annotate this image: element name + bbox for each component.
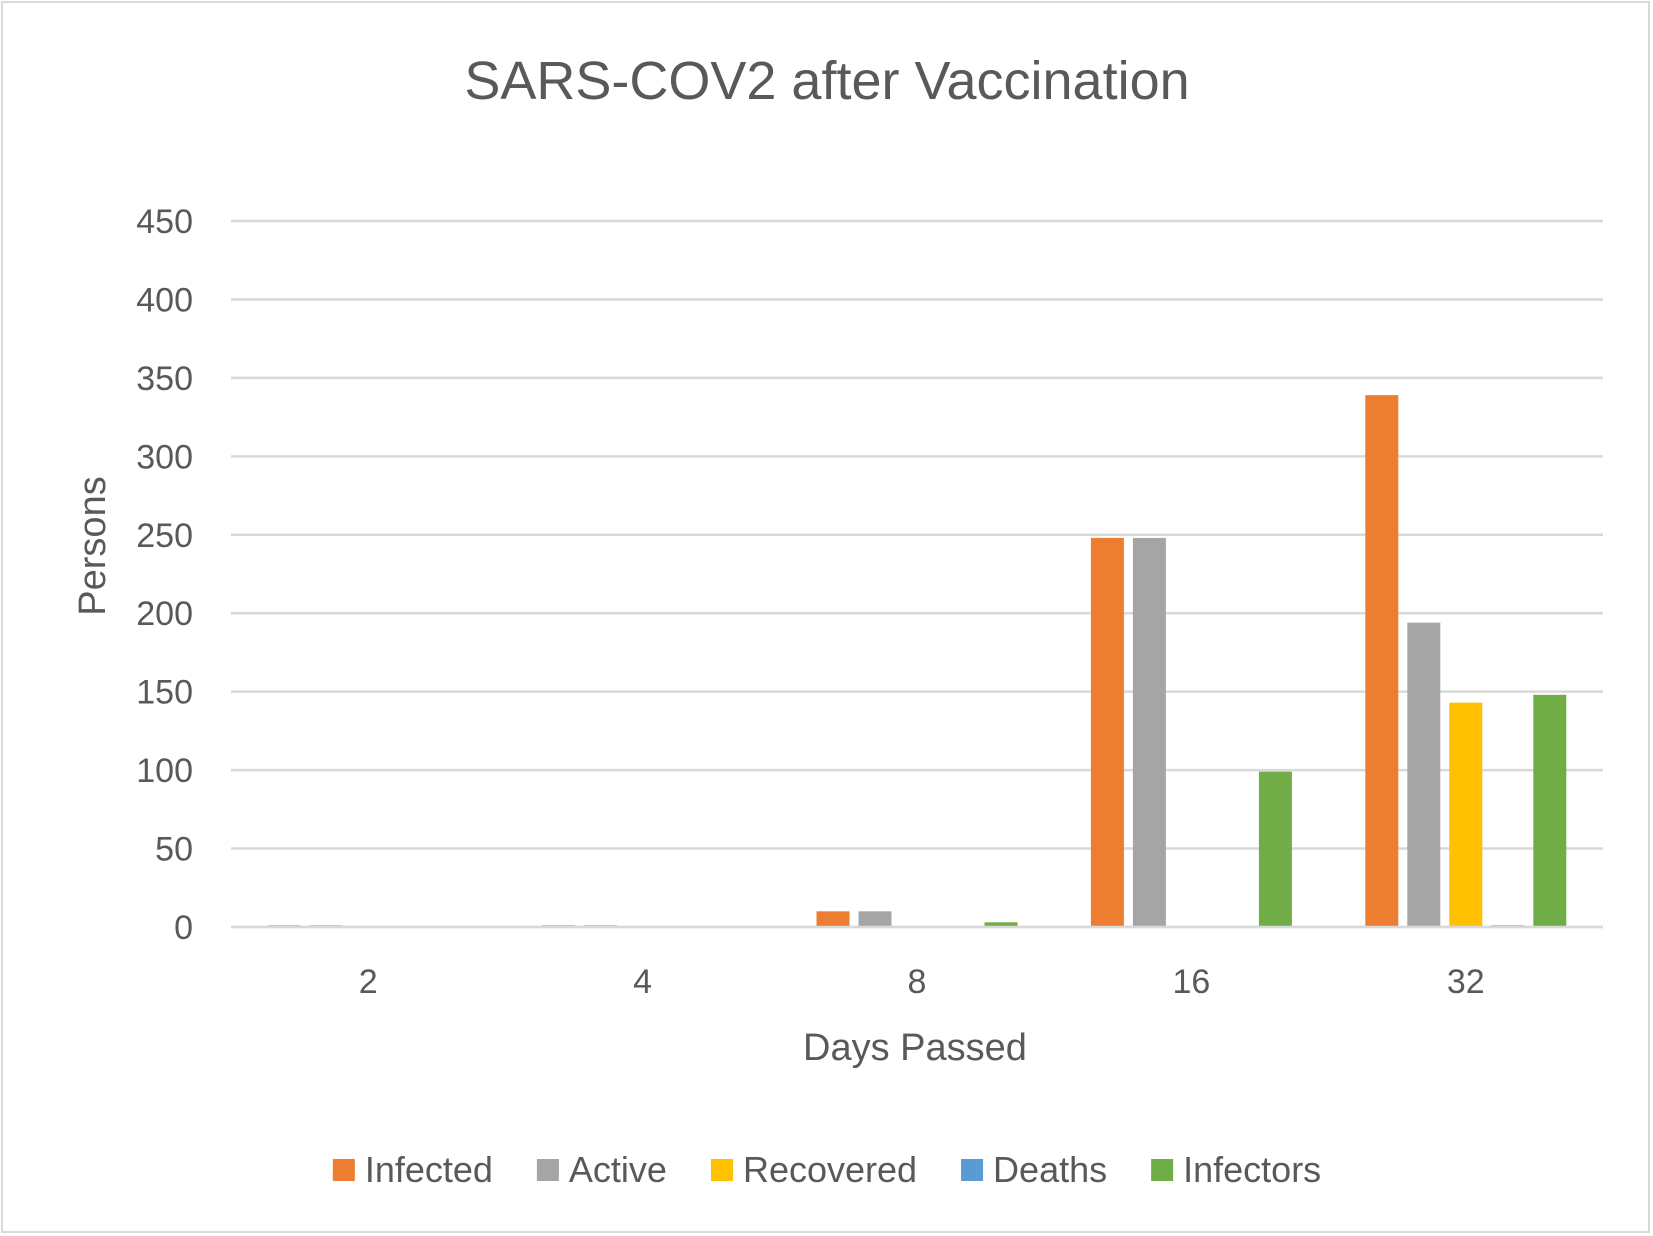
- bar-infected-16: [1090, 537, 1124, 927]
- bar-infected-32: [1365, 395, 1399, 927]
- y-tick-label: 200: [136, 595, 193, 633]
- bar-infectors-16: [1258, 771, 1292, 927]
- legend-swatch: [536, 1159, 559, 1181]
- x-tick-label: 32: [1447, 963, 1485, 1001]
- bar-active-32: [1407, 622, 1441, 927]
- legend-label: Active: [569, 1149, 667, 1190]
- y-tick-label: 0: [174, 909, 193, 947]
- legend-item-active: Active: [536, 1149, 667, 1190]
- x-tick-label: 8: [908, 963, 927, 1001]
- bar-active-8: [858, 911, 892, 927]
- legend-label: Infected: [365, 1149, 493, 1190]
- y-axis-title: Persons: [72, 476, 114, 615]
- legend-item-infected: Infected: [332, 1149, 493, 1190]
- y-tick-label: 50: [155, 831, 193, 869]
- x-tick-label: 16: [1172, 963, 1210, 1001]
- legend-label: Deaths: [993, 1149, 1107, 1190]
- y-axis-tick-labels: 0 50 100 150 200 250 300 350 400 450: [136, 203, 193, 947]
- legend-item-deaths: Deaths: [961, 1149, 1107, 1190]
- y-tick-label: 400: [136, 281, 193, 319]
- legend-swatch: [961, 1159, 984, 1181]
- bar-active-16: [1132, 537, 1166, 927]
- legend-swatch: [332, 1159, 355, 1181]
- chart: SARS-COV2 after Vaccination 0 50 100 150 200…: [72, 51, 1603, 1190]
- bar-infectors-8: [984, 922, 1018, 927]
- bar-infected-8: [816, 911, 850, 927]
- legend-item-recovered: Recovered: [710, 1149, 917, 1190]
- bars: [267, 395, 1567, 927]
- gridlines: [231, 219, 1603, 929]
- y-tick-label: 100: [136, 752, 193, 790]
- bar-infectors-32: [1533, 694, 1567, 927]
- legend-swatch: [1151, 1159, 1174, 1181]
- legend-item-infectors: Infectors: [1151, 1149, 1321, 1190]
- y-tick-label: 250: [136, 517, 193, 555]
- legend: Infected Active Recovered Deaths Infectors: [332, 1149, 1321, 1190]
- y-tick-label: 350: [136, 360, 193, 398]
- legend-label: Recovered: [743, 1149, 917, 1190]
- chart-title: SARS-COV2 after Vaccination: [464, 51, 1189, 111]
- x-axis-title: Days Passed: [803, 1027, 1027, 1069]
- x-axis-tick-labels: 2 4 8 16 32: [231, 925, 1603, 1001]
- y-tick-label: 450: [136, 203, 193, 241]
- x-tick-label: 4: [633, 963, 652, 1001]
- legend-swatch: [710, 1159, 733, 1181]
- bar-recovered-32: [1449, 702, 1483, 927]
- y-tick-label: 300: [136, 438, 193, 476]
- y-tick-label: 150: [136, 674, 193, 712]
- x-tick-label: 2: [359, 963, 378, 1001]
- legend-label: Infectors: [1183, 1149, 1321, 1190]
